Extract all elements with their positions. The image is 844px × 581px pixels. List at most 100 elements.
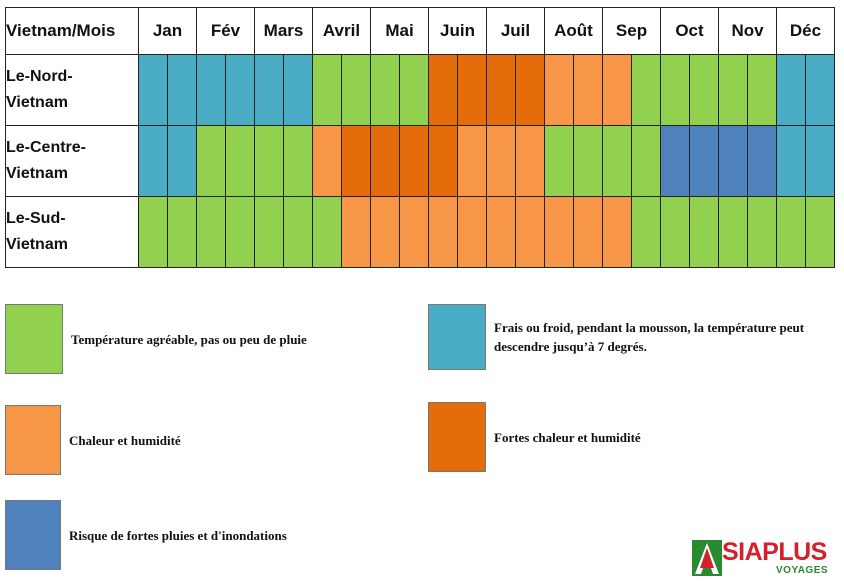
climate-cell-inondations [718, 125, 748, 197]
month-header-5: Mai [370, 7, 429, 55]
climate-cell-agreable [254, 196, 284, 268]
climate-cell-chaleur [457, 196, 487, 268]
legend-item-chaleur: Chaleur et humidité [5, 405, 359, 475]
legend-label-agreable: Température agréable, pas ou peu de plui… [71, 331, 307, 347]
climate-cell-agreable [283, 125, 313, 197]
climate-cell-agreable [196, 125, 226, 197]
legend-swatch-inondations [5, 500, 61, 570]
climate-cell-agreable [544, 125, 574, 197]
legend-swatch-froid [428, 304, 486, 370]
climate-cell-chaleur [515, 125, 545, 197]
legend-swatch-chaleur [5, 405, 61, 475]
climate-cell-agreable [776, 196, 806, 268]
climate-cell-chaleur [428, 196, 458, 268]
climate-cell-chaleur [486, 125, 516, 197]
climate-cell-froid [776, 125, 806, 197]
climate-cell-fortes_chaleur [428, 54, 458, 126]
climate-cell-chaleur [486, 196, 516, 268]
climate-cell-agreable [341, 54, 371, 126]
climate-cell-agreable [225, 196, 255, 268]
logo-a-mark-icon [692, 540, 722, 576]
legend-item-inondations: Risque de fortes pluies et d'inondations [5, 500, 389, 570]
climate-cell-chaleur [370, 196, 400, 268]
climate-cell-agreable [805, 196, 835, 268]
climate-cell-fortes_chaleur [428, 125, 458, 197]
climate-cell-fortes_chaleur [457, 54, 487, 126]
climate-cell-fortes_chaleur [370, 125, 400, 197]
climate-cell-agreable [196, 196, 226, 268]
climate-cell-agreable [138, 196, 168, 268]
climate-cell-chaleur [602, 54, 632, 126]
climate-cell-fortes_chaleur [341, 125, 371, 197]
climate-cell-froid [167, 125, 197, 197]
climate-cell-chaleur [457, 125, 487, 197]
climate-cell-froid [776, 54, 806, 126]
climate-table-container: Vietnam/Mois Jan Fév Mars Avril Mai Juin Juil A… [5, 7, 835, 268]
region-label: Le-Sud- Vietnam [5, 196, 139, 268]
climate-cell-fortes_chaleur [515, 54, 545, 126]
month-header-11: Nov [718, 7, 777, 55]
climate-cell-froid [138, 125, 168, 197]
legend-label-inondations: Risque de fortes pluies et d'inondations [69, 527, 287, 543]
climate-cell-agreable [631, 196, 661, 268]
logo-brand-text: SIAPLUS [722, 538, 827, 566]
legend-label-fortes-chaleur: Fortes chaleur et humidité [494, 429, 641, 445]
climate-cell-froid [167, 54, 197, 126]
climate-cell-froid [805, 125, 835, 197]
climate-cell-agreable [660, 54, 690, 126]
logo-sub-text: VOYAGES [776, 565, 829, 576]
climate-cell-chaleur [515, 196, 545, 268]
legend-label-froid: Frais ou froid, pendant la mousson, la t… [494, 320, 805, 354]
climate-cell-chaleur [312, 125, 342, 197]
climate-cell-agreable [747, 196, 777, 268]
month-header-7: Juil [486, 7, 545, 55]
region-row: Le-Nord- Vietnam [5, 54, 835, 126]
corner-label: Vietnam/Mois [5, 7, 139, 55]
climate-cell-agreable [399, 54, 429, 126]
climate-cell-agreable [631, 125, 661, 197]
climate-cell-agreable [747, 54, 777, 126]
climate-cell-froid [196, 54, 226, 126]
climate-cell-agreable [689, 196, 719, 268]
climate-cell-inondations [689, 125, 719, 197]
climate-cell-inondations [747, 125, 777, 197]
region-label: Le-Centre- Vietnam [5, 125, 139, 197]
climate-cell-agreable [283, 196, 313, 268]
asiaplus-logo: SIAPLUS VOYAGES [692, 538, 842, 578]
legend-swatch-fortes-chaleur [428, 402, 486, 472]
month-header-9: Sep [602, 7, 661, 55]
climate-cell-agreable [718, 196, 748, 268]
climate-cell-inondations [660, 125, 690, 197]
climate-cell-agreable [312, 54, 342, 126]
climate-cell-agreable [631, 54, 661, 126]
table-body: Le-Nord- Vietnam Le-Centre- Vietnam Le-Sud… [5, 54, 835, 268]
climate-cell-chaleur [341, 196, 371, 268]
month-header-2: Fév [196, 7, 255, 55]
region-row: Le-Sud- Vietnam [5, 196, 835, 268]
climate-table: Vietnam/Mois Jan Fév Mars Avril Mai Juin Juil A… [5, 7, 835, 268]
climate-cell-agreable [573, 125, 603, 197]
legend-swatch-agreable [5, 304, 63, 374]
month-header-10: Oct [660, 7, 719, 55]
climate-cell-agreable [718, 54, 748, 126]
climate-cell-froid [805, 54, 835, 126]
climate-cell-froid [254, 54, 284, 126]
region-row: Le-Centre- Vietnam [5, 125, 835, 197]
climate-cell-froid [283, 54, 313, 126]
climate-cell-froid [138, 54, 168, 126]
climate-cell-chaleur [544, 54, 574, 126]
climate-cell-fortes_chaleur [486, 54, 516, 126]
month-header-6: Juin [428, 7, 487, 55]
climate-cell-agreable [370, 54, 400, 126]
climate-cell-chaleur [573, 196, 603, 268]
climate-cell-agreable [254, 125, 284, 197]
month-header-12: Déc [776, 7, 835, 55]
month-header-4: Avril [312, 7, 371, 55]
legend-item-fortes-chaleur: Fortes chaleur et humidité [428, 402, 794, 472]
region-label: Le-Nord- Vietnam [5, 54, 139, 126]
climate-cell-chaleur [602, 196, 632, 268]
climate-cell-froid [225, 54, 255, 126]
climate-cell-chaleur [399, 196, 429, 268]
climate-cell-chaleur [573, 54, 603, 126]
month-header-8: Août [544, 7, 603, 55]
